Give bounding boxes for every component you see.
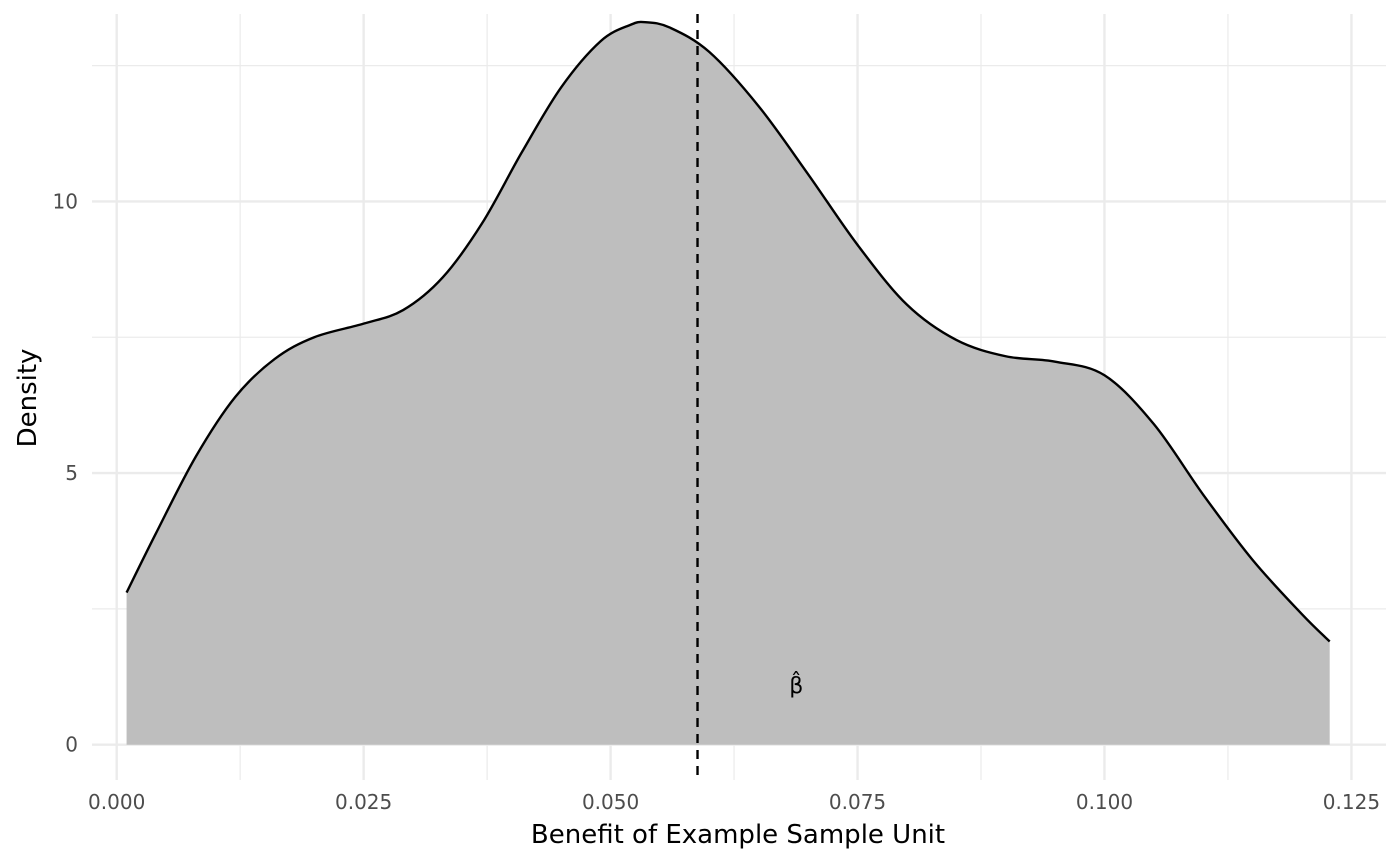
density-series — [125, 20, 1331, 745]
y-axis-ticks: 0 5 10 — [53, 189, 78, 756]
y-tick-label: 5 — [65, 461, 78, 485]
y-tick-label: 0 — [65, 733, 78, 757]
y-axis-title: Density — [13, 349, 43, 448]
x-axis-title: Benefit of Example Sample Unit — [531, 820, 945, 850]
density-line — [125, 20, 1331, 643]
x-tick-label: 0.000 — [88, 790, 145, 814]
x-axis-ticks: 0.000 0.025 0.050 0.075 0.100 0.125 — [88, 790, 1380, 814]
x-tick-label: 0.100 — [1076, 790, 1133, 814]
density-area — [126, 21, 1330, 745]
x-tick-label: 0.050 — [582, 790, 639, 814]
y-tick-label: 10 — [53, 189, 78, 213]
x-tick-label: 0.025 — [335, 790, 392, 814]
beta-hat-annotation: β̂ — [789, 672, 803, 699]
annotation-layer: β̂ — [789, 672, 803, 699]
x-tick-label: 0.075 — [829, 790, 886, 814]
x-tick-label: 0.125 — [1323, 790, 1380, 814]
